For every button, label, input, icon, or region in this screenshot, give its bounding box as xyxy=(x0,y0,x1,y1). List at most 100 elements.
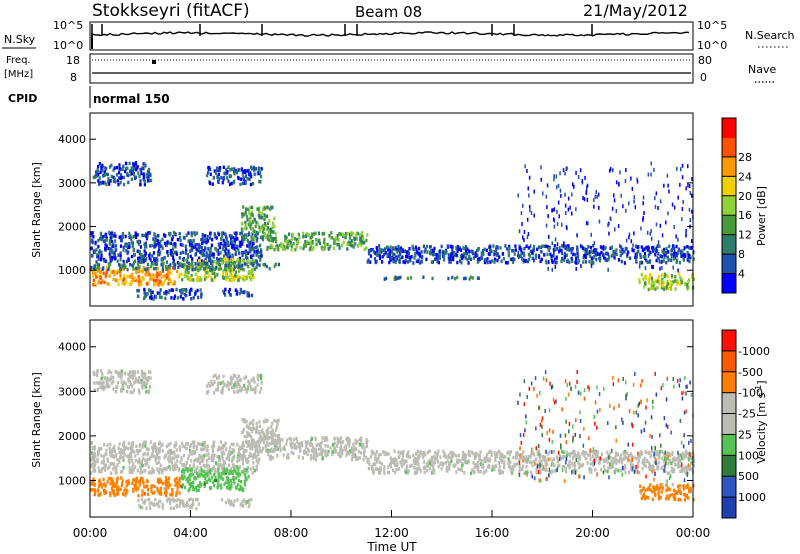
velocity-cell-0 xyxy=(139,465,142,469)
velocity-cell-6 xyxy=(310,453,313,458)
velocity-cell-1 xyxy=(121,492,125,496)
velocity-cell-7 xyxy=(462,450,465,455)
velocity-cell-7 xyxy=(507,450,510,454)
power-cell-7 xyxy=(320,245,323,250)
velocity-cell-0 xyxy=(110,471,113,475)
power-cell-0 xyxy=(200,251,203,256)
velocity-cell-0 xyxy=(143,451,146,456)
velocity-cell-0 xyxy=(198,454,201,458)
power-cell-7 xyxy=(271,244,274,249)
power-cell-6 xyxy=(248,205,251,210)
velocity-cell-3 xyxy=(96,388,99,392)
velocity-cell-7 xyxy=(676,465,680,469)
power-cell-11 xyxy=(154,295,158,300)
power-cell-9 xyxy=(590,263,593,268)
power-cell-10 xyxy=(661,282,664,286)
power-cell-2 xyxy=(245,262,248,267)
power-cell-9 xyxy=(671,202,674,207)
power-cell-5 xyxy=(248,177,251,181)
power-cell-10 xyxy=(665,273,668,278)
power-cell-2 xyxy=(219,266,222,271)
power-cell-2 xyxy=(237,278,240,282)
power-cell-9 xyxy=(567,196,570,201)
power-cell-0 xyxy=(112,242,115,247)
velocity-cell-6 xyxy=(340,449,343,454)
power-cell-0 xyxy=(250,248,253,252)
velocity-cell-3 xyxy=(144,381,147,386)
velocity-cell-3 xyxy=(147,376,150,380)
power-cell-3 xyxy=(202,267,205,271)
power-cell-0 xyxy=(186,253,190,257)
velocity-cell-2 xyxy=(202,469,205,474)
power-cell-9 xyxy=(575,170,577,175)
power-cell-8 xyxy=(493,260,496,264)
velocity-cell-0 xyxy=(153,446,156,450)
power-cell-7 xyxy=(295,245,298,249)
power-cell-5 xyxy=(216,166,220,171)
velocity-cell-3 xyxy=(134,380,137,384)
velocity-cell-6 xyxy=(306,447,310,452)
power-cell-8 xyxy=(478,257,481,261)
power-cell-4 xyxy=(104,172,108,176)
power-cell-10 xyxy=(647,287,650,292)
velocity-cell-0 xyxy=(94,454,97,458)
power-cell-8 xyxy=(531,251,534,255)
power-cell-8 xyxy=(464,256,467,260)
power-cell-7 xyxy=(298,236,301,240)
velocity-cell-0 xyxy=(237,455,240,459)
power-cell-9 xyxy=(517,193,519,198)
power-cell-0 xyxy=(241,242,244,246)
velocity-cell-3 xyxy=(138,391,141,395)
velocity-cell-0 xyxy=(214,461,217,465)
velocity-cell-2 xyxy=(217,468,220,472)
velocity-cell-0 xyxy=(106,459,109,463)
power-cell-7 xyxy=(288,243,291,247)
velocity-cell-7 xyxy=(413,456,416,461)
velocity-cell-5 xyxy=(251,429,254,433)
power-cell-0 xyxy=(95,248,98,252)
velocity-cell-1 xyxy=(164,490,167,495)
velocity-cell-6 xyxy=(314,458,318,462)
velocity-cell-6 xyxy=(339,446,342,451)
power-cell-1 xyxy=(130,273,133,277)
velocity-cell-7 xyxy=(513,462,516,467)
power-cell-9 xyxy=(685,186,687,191)
velocity-cell-5 xyxy=(252,418,255,423)
power-cell-8 xyxy=(493,252,496,257)
velocity-cell-0 xyxy=(243,454,246,459)
power-cell-6 xyxy=(246,218,249,222)
power-cell-9 xyxy=(607,223,609,228)
velocity-cell-6 xyxy=(315,454,318,458)
power-cell-10 xyxy=(680,280,683,284)
power-cell-8 xyxy=(658,260,661,264)
power-cell-9 xyxy=(586,185,588,190)
power-cell-9 xyxy=(564,251,566,256)
velocity-cell-0 xyxy=(113,462,116,466)
cpid-label: CPID xyxy=(8,92,37,105)
velocity-cell-0 xyxy=(122,440,125,445)
velocity-cell-7 xyxy=(683,469,686,473)
power-cell-8 xyxy=(399,257,402,261)
velocity-cell-2 xyxy=(210,475,213,480)
power-cell-0 xyxy=(157,242,160,246)
power-cell-0 xyxy=(201,233,204,237)
power-cell-9 xyxy=(552,217,555,222)
power-cell-9 xyxy=(570,250,572,255)
power-cell-8 xyxy=(483,247,486,251)
power-cell-0 xyxy=(158,245,161,250)
velocity-cell-6 xyxy=(271,456,274,460)
power-cell-8 xyxy=(492,244,495,248)
power-cell-0 xyxy=(156,258,159,262)
power-cell-11 xyxy=(175,287,178,292)
power-cell-4 xyxy=(96,167,99,172)
power-cell-0 xyxy=(138,239,141,244)
velocity-cell-1 xyxy=(139,479,142,483)
power-cell-8 xyxy=(590,261,593,265)
velocity-cell-6 xyxy=(352,454,355,459)
power-cell-0 xyxy=(99,235,103,239)
power-cell-8 xyxy=(519,253,523,257)
velocity-cell-5 xyxy=(242,427,246,432)
velocity-cell-7 xyxy=(569,454,572,458)
power-cell-0 xyxy=(194,253,197,257)
velocity-cell-1 xyxy=(107,476,110,481)
